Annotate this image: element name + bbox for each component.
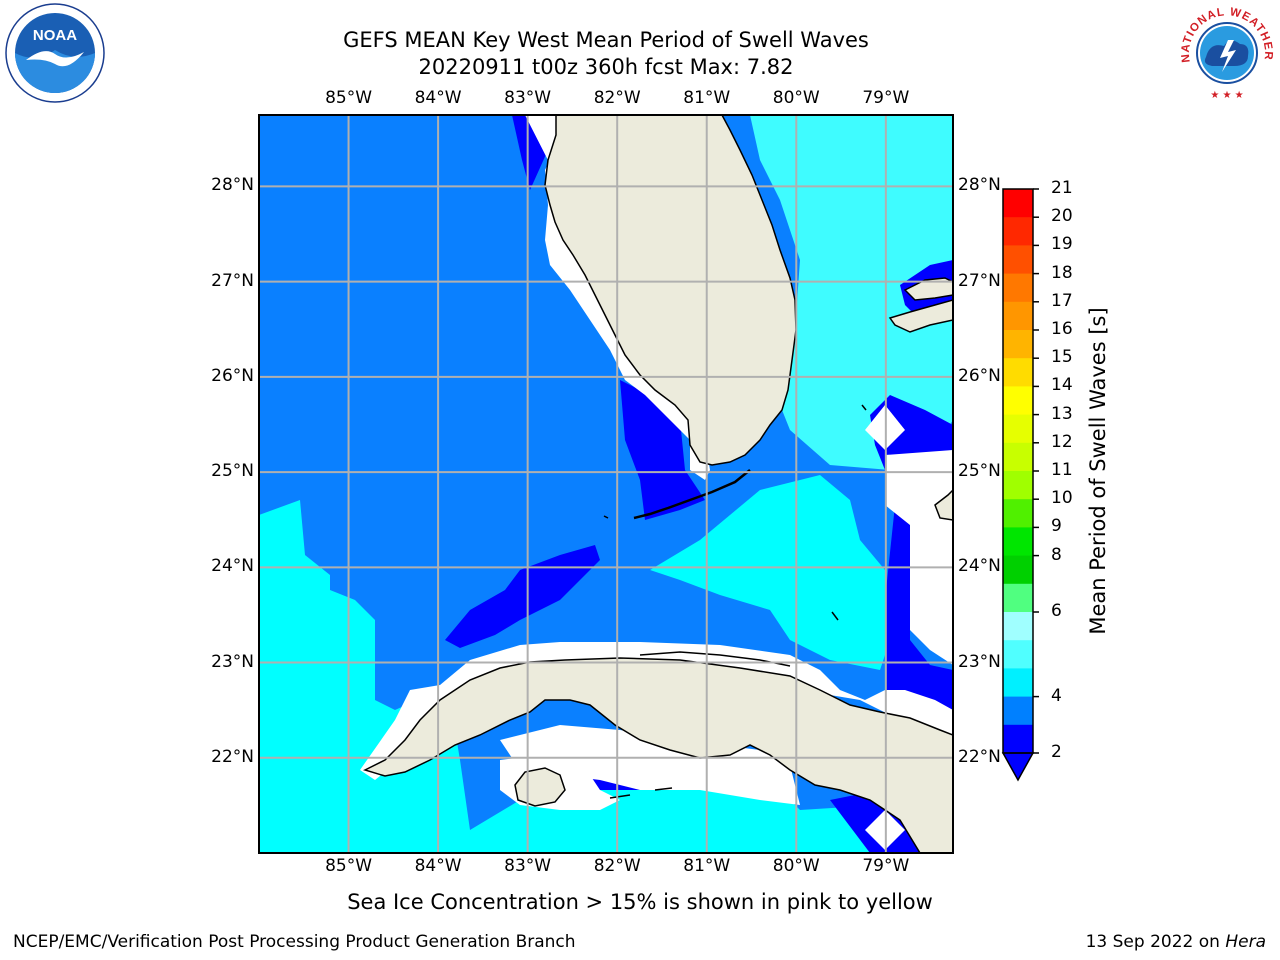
lon-tick-label: 79°W xyxy=(862,856,910,876)
lat-tick-label-right: 26°N xyxy=(958,365,1001,386)
colorbar-tick-label: 15 xyxy=(1051,347,1073,368)
colorbar-cell xyxy=(1003,527,1033,557)
lat-tick-label-right: 22°N xyxy=(958,746,1001,767)
lat-tick-label: 26°N xyxy=(211,365,254,386)
colorbar-cell xyxy=(1003,442,1033,472)
lat-tick-label: 22°N xyxy=(211,746,254,767)
nodata-cuba-north xyxy=(360,642,953,780)
colorbar-tick-label: 16 xyxy=(1051,319,1073,339)
colorbar-tick-label: 6 xyxy=(1051,601,1062,621)
lat-tick-label: 25°N xyxy=(211,461,254,482)
colorbar-tick-label: 2 xyxy=(1051,742,1062,762)
colorbar-tick-label: 20 xyxy=(1051,206,1073,227)
colorbar-cell xyxy=(1003,724,1033,754)
colorbar-cell xyxy=(1003,640,1033,669)
lon-tick-label: 85°W xyxy=(325,856,373,876)
lat-tick-label-right: 24°N xyxy=(958,556,1001,577)
lat-tick-label-right: 28°N xyxy=(958,175,1001,196)
lon-tick-label: 79°W xyxy=(862,88,910,108)
colorbar-cell xyxy=(1003,499,1033,528)
footer-date: 13 Sep 2022 on Hera xyxy=(1086,932,1266,952)
colorbar-cell xyxy=(1003,189,1033,218)
colorbar-extend-arrow xyxy=(1001,752,1035,782)
colorbar-cell xyxy=(1003,301,1033,331)
colorbar-tick-label: 18 xyxy=(1051,262,1073,283)
nws-logo: NATIONAL WEATHER SERVICE ★ ★ ★ xyxy=(1171,0,1278,104)
noaa-logo: NOAA xyxy=(4,2,106,104)
lat-tick-label-right: 25°N xyxy=(958,461,1001,482)
colorbar-label: Mean Period of Swell Waves [s] xyxy=(1086,307,1110,635)
lat-tick-label: 24°N xyxy=(211,556,254,577)
lon-tick-label: 82°W xyxy=(593,856,641,876)
lat-tick-label: 28°N xyxy=(211,175,254,196)
lon-tick-label: 83°W xyxy=(504,88,552,108)
colorbar-tick-label: 14 xyxy=(1051,375,1073,396)
footer-branch: NCEP/EMC/Verification Post Processing Pr… xyxy=(13,932,576,952)
florida-keys xyxy=(633,469,751,520)
colorbar-cell xyxy=(1003,273,1033,303)
swell-blue-keys xyxy=(620,380,705,520)
graticule xyxy=(259,115,953,853)
colorbar-cell xyxy=(1003,358,1033,387)
lat-tick-label-right: 23°N xyxy=(958,651,1001,672)
colorbar-cell xyxy=(1003,612,1033,641)
chart-subtitle: 20220911 t00z 360h fcst Max: 7.82 xyxy=(418,55,794,79)
colorbar-tick-label: 17 xyxy=(1051,290,1073,311)
lat-tick-label: 23°N xyxy=(211,651,254,672)
lon-tick-label: 83°W xyxy=(504,856,552,876)
swell-blue-se xyxy=(885,505,953,720)
lon-tick-label: 82°W xyxy=(593,88,641,108)
colorbar-cell xyxy=(1003,245,1033,275)
colorbar-cell xyxy=(1003,414,1033,444)
lon-tick-label: 84°W xyxy=(414,856,462,876)
lon-tick-label: 80°W xyxy=(772,88,820,108)
sea-ice-note: Sea Ice Concentration > 15% is shown in … xyxy=(347,890,933,914)
colorbar-tick-label: 19 xyxy=(1051,234,1073,255)
bahamas-grand xyxy=(888,299,953,333)
colorbar-cell xyxy=(1003,696,1033,726)
colorbar-cell xyxy=(1003,555,1033,585)
colorbar-tick-label: 13 xyxy=(1051,403,1073,424)
colorbar-tick-label: 21 xyxy=(1051,178,1073,198)
noaa-logo-text: NOAA xyxy=(33,27,77,44)
swell-cyan-central xyxy=(650,475,890,670)
lat-tick-label-right: 27°N xyxy=(958,270,1001,291)
colorbar-cell xyxy=(1003,471,1033,500)
swell-cyan-east xyxy=(750,115,953,470)
lon-tick-label: 81°W xyxy=(683,856,731,876)
colorbar-tick-label: 9 xyxy=(1051,516,1062,537)
colorbar-cell xyxy=(1003,330,1033,359)
colorbar-cell xyxy=(1003,217,1033,246)
colorbar-cell xyxy=(1003,668,1033,698)
colorbar-tick-label: 10 xyxy=(1051,488,1073,509)
colorbar-tick-label: 11 xyxy=(1051,460,1073,480)
bahamas-andros xyxy=(903,277,953,301)
swell-blue-straits xyxy=(445,545,600,648)
svg-text:★ ★ ★: ★ ★ ★ xyxy=(1210,90,1243,101)
colorbar-tick-label: 8 xyxy=(1051,544,1062,565)
colorbar-cell xyxy=(1003,583,1033,613)
map-frame xyxy=(258,114,954,854)
lon-tick-label: 80°W xyxy=(772,856,820,876)
bahamas-east xyxy=(934,488,953,521)
footer-date-text: 13 Sep 2022 on xyxy=(1085,932,1226,952)
colorbar-cell xyxy=(1003,386,1033,416)
swell-cyan-southwest xyxy=(259,500,953,853)
footer-host: Hera xyxy=(1225,932,1266,952)
chart-title: GEFS MEAN Key West Mean Period of Swell … xyxy=(343,28,869,52)
lon-tick-label: 84°W xyxy=(414,88,462,108)
lat-tick-label: 27°N xyxy=(211,270,254,291)
lon-tick-label: 85°W xyxy=(325,88,373,108)
colorbar-tick-label: 4 xyxy=(1051,685,1062,706)
colorbar-tick-label: 12 xyxy=(1051,431,1073,452)
lon-tick-label: 81°W xyxy=(683,88,731,108)
nodata-cuba-center xyxy=(500,725,800,805)
